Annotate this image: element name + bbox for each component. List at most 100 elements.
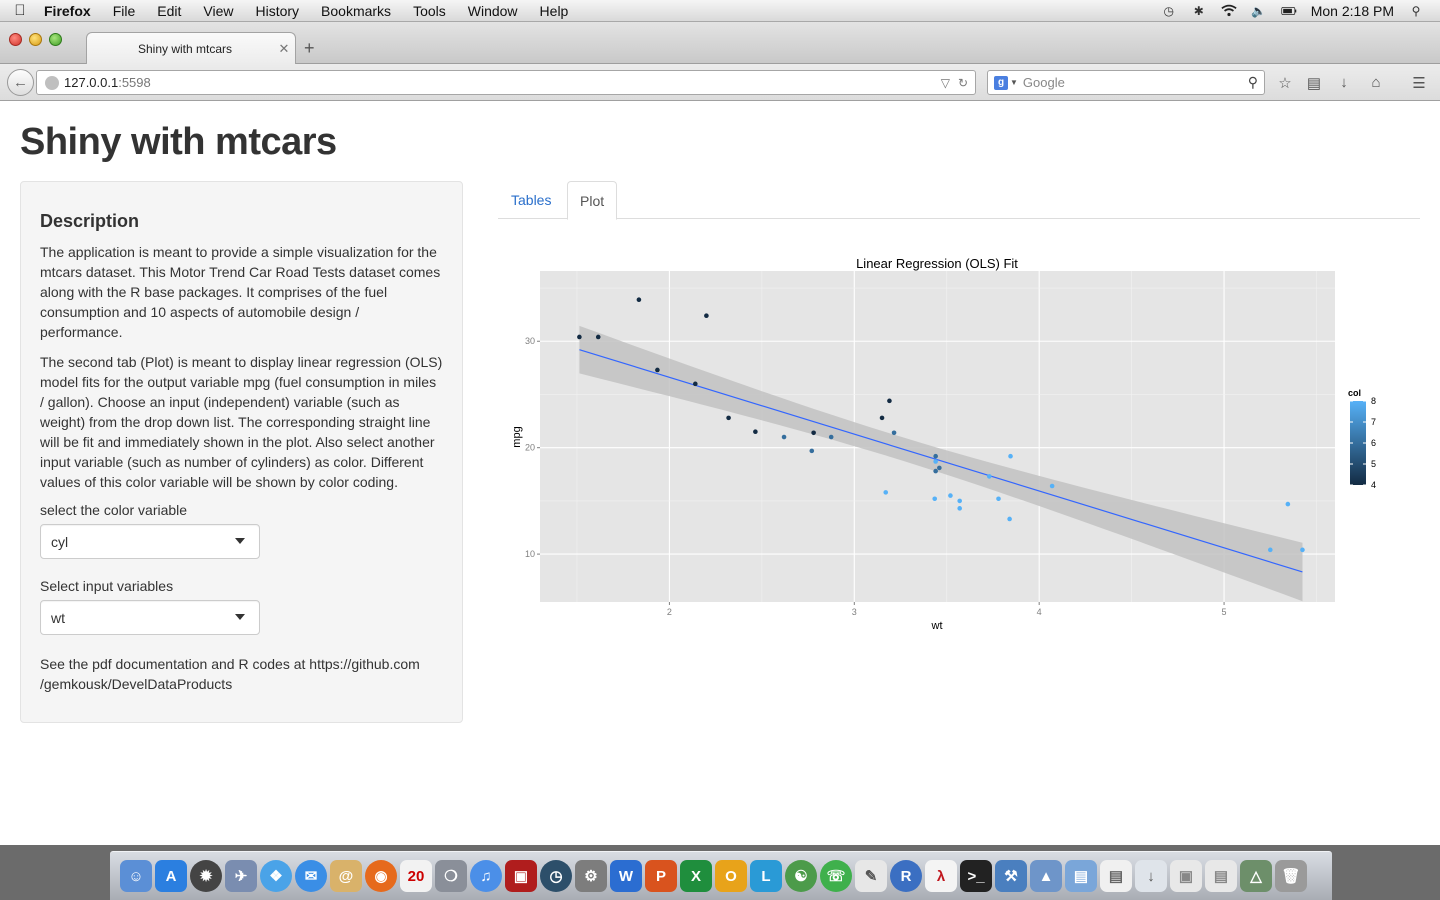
menu-tools[interactable]: Tools bbox=[413, 2, 446, 19]
firefox-icon[interactable]: ◉ bbox=[365, 860, 397, 892]
menubar-clock[interactable]: Mon 2:18 PM bbox=[1310, 2, 1394, 19]
menu-help[interactable]: Help bbox=[539, 2, 569, 19]
search-bar[interactable]: g ▼ Google ⚲ bbox=[987, 70, 1265, 95]
powerpoint-icon[interactable]: P bbox=[645, 860, 677, 892]
system-preferences-icon[interactable]: ⚙ bbox=[575, 860, 607, 892]
apple-menu-icon[interactable]:  bbox=[0, 2, 40, 19]
site-identity-icon[interactable] bbox=[45, 75, 59, 90]
data-point bbox=[957, 498, 962, 504]
volume-icon[interactable]: 🔈 bbox=[1251, 3, 1267, 18]
menu-edit[interactable]: Edit bbox=[157, 2, 182, 19]
time-machine-icon[interactable]: ◷ bbox=[1163, 3, 1174, 18]
contacts-icon[interactable]: @ bbox=[330, 860, 362, 892]
script-editor-icon[interactable]: ✎ bbox=[855, 860, 887, 892]
messages-icon[interactable]: ✉ bbox=[295, 860, 327, 892]
applications-folder-icon[interactable]: ▲ bbox=[1030, 860, 1062, 892]
url-dropdown-icon[interactable]: ▽ bbox=[940, 75, 950, 90]
menu-history[interactable]: History bbox=[255, 2, 300, 19]
legend-color-bar bbox=[1350, 401, 1366, 485]
tab-plot[interactable]: Plot bbox=[567, 181, 618, 220]
fit-line-layer bbox=[579, 349, 1303, 573]
tab-close-icon[interactable]: ✕ bbox=[278, 41, 290, 56]
word-icon[interactable]: W bbox=[610, 860, 642, 892]
r-icon[interactable]: R bbox=[890, 860, 922, 892]
chevron-down-icon bbox=[235, 614, 245, 620]
menu-app-firefox[interactable]: Firefox bbox=[44, 2, 91, 19]
sidebar-panel: Description The application is meant to … bbox=[20, 181, 463, 723]
data-point bbox=[1267, 547, 1273, 553]
itunes-icon[interactable]: ♫ bbox=[470, 860, 502, 892]
trash-icon[interactable]: 🗑 bbox=[1275, 860, 1307, 892]
axis-ticks: 2 3 4 5 10 20 30 bbox=[525, 336, 1227, 617]
color-variable-select[interactable]: cyl bbox=[40, 524, 260, 559]
search-icon[interactable]: ⚲ bbox=[1247, 74, 1258, 90]
dock-shelf: ☺ A ✹ ✈ ❖ ✉ @ ◉ 20 ❍ ♫ ▣ ◷ ⚙ W P X O L ☯… bbox=[110, 851, 1332, 900]
app-store-icon[interactable]: A bbox=[155, 860, 187, 892]
photo-icon[interactable]: ❍ bbox=[435, 860, 467, 892]
document-icon[interactable]: ▤ bbox=[1100, 860, 1132, 892]
window-minimize-button[interactable] bbox=[29, 33, 42, 46]
url-bar[interactable]: 127.0.0.1 :5598 ▽ ↻ bbox=[36, 70, 976, 95]
bookmarks-list-icon[interactable]: ▤ bbox=[1306, 75, 1322, 92]
browser-tab-shiny-with-mtcars[interactable]: Shiny with mtcars ✕ bbox=[86, 32, 296, 65]
menu-hamburger-icon[interactable]: ☰ bbox=[1412, 75, 1426, 92]
y-axis-label: mpg bbox=[511, 426, 523, 447]
terminal-icon[interactable]: >_ bbox=[960, 860, 992, 892]
data-point bbox=[1007, 516, 1012, 522]
network-icon[interactable]: ☯ bbox=[785, 860, 817, 892]
pdf-stack-icon[interactable]: ▤ bbox=[1205, 860, 1237, 892]
home-icon[interactable]: ⌂ bbox=[1371, 74, 1381, 91]
data-point bbox=[891, 430, 897, 436]
adobe-reader-icon[interactable]: λ bbox=[925, 860, 957, 892]
bluetooth-icon[interactable]: ✱ bbox=[1193, 3, 1204, 18]
browser-tab-title: Shiny with mtcars bbox=[137, 42, 233, 56]
xcode-icon[interactable]: ⚒ bbox=[995, 860, 1027, 892]
calendar-icon[interactable]: 20 bbox=[400, 860, 432, 892]
preview-icon[interactable]: ✈ bbox=[225, 860, 257, 892]
lync-icon[interactable]: L bbox=[750, 860, 782, 892]
description-paragraph-1: The application is meant to provide a si… bbox=[40, 244, 441, 340]
menu-bookmarks[interactable]: Bookmarks bbox=[321, 2, 392, 19]
spotlight-search-icon[interactable]: ⚲ bbox=[1411, 3, 1421, 18]
color-variable-label: select the color variable bbox=[40, 502, 188, 518]
page-title: Shiny with mtcars bbox=[20, 121, 337, 163]
new-tab-button[interactable]: + bbox=[304, 38, 315, 58]
back-button[interactable]: ← bbox=[7, 69, 34, 96]
battery-icon[interactable] bbox=[1281, 4, 1297, 18]
facetime-icon[interactable]: ☏ bbox=[820, 860, 852, 892]
google-engine-icon[interactable]: g bbox=[994, 75, 1008, 90]
safari-icon[interactable]: ❖ bbox=[260, 860, 292, 892]
tab-tables[interactable]: Tables bbox=[511, 192, 552, 208]
documents-folder-icon[interactable]: ▤ bbox=[1065, 860, 1097, 892]
confidence-band bbox=[579, 325, 1303, 602]
window-close-button[interactable] bbox=[9, 33, 22, 46]
menu-file[interactable]: File bbox=[112, 2, 136, 19]
finder-icon[interactable]: ☺ bbox=[120, 860, 152, 892]
outlook-icon[interactable]: O bbox=[715, 860, 747, 892]
downloads-stack-icon[interactable]: ↓ bbox=[1135, 860, 1167, 892]
menu-window[interactable]: Window bbox=[467, 2, 518, 19]
excel-icon[interactable]: X bbox=[680, 860, 712, 892]
launchpad-icon[interactable]: ✹ bbox=[190, 860, 222, 892]
engine-dropdown-icon[interactable]: ▼ bbox=[1010, 78, 1018, 87]
legend-tick-label: 8 bbox=[1371, 396, 1376, 406]
data-point bbox=[1285, 501, 1291, 507]
photo-booth-icon[interactable]: ▣ bbox=[505, 860, 537, 892]
regression-plot: Linear Regression (OLS) Fit 2 3 4 5 10 20 30 w… bbox=[498, 249, 1398, 639]
menu-view[interactable]: View bbox=[203, 2, 234, 19]
legend-tick-label: 7 bbox=[1371, 417, 1376, 427]
time-machine-icon[interactable]: ◷ bbox=[540, 860, 572, 892]
legend-tick-label: 5 bbox=[1371, 459, 1376, 469]
downloads-icon[interactable]: ↓ bbox=[1340, 74, 1348, 91]
window-zoom-button[interactable] bbox=[49, 33, 62, 46]
description-heading: Description bbox=[40, 211, 140, 231]
wifi-icon[interactable] bbox=[1221, 4, 1237, 18]
reload-icon[interactable]: ↻ bbox=[957, 75, 968, 90]
data-point bbox=[753, 429, 758, 435]
image-stack-icon[interactable]: △ bbox=[1240, 860, 1272, 892]
bookmark-star-icon[interactable]: ☆ bbox=[1278, 75, 1292, 92]
screenshot-stack-icon[interactable]: ▣ bbox=[1170, 860, 1202, 892]
data-point bbox=[809, 448, 815, 454]
legend-tick-label: 4 bbox=[1371, 480, 1376, 490]
input-variable-select[interactable]: wt bbox=[40, 600, 260, 635]
